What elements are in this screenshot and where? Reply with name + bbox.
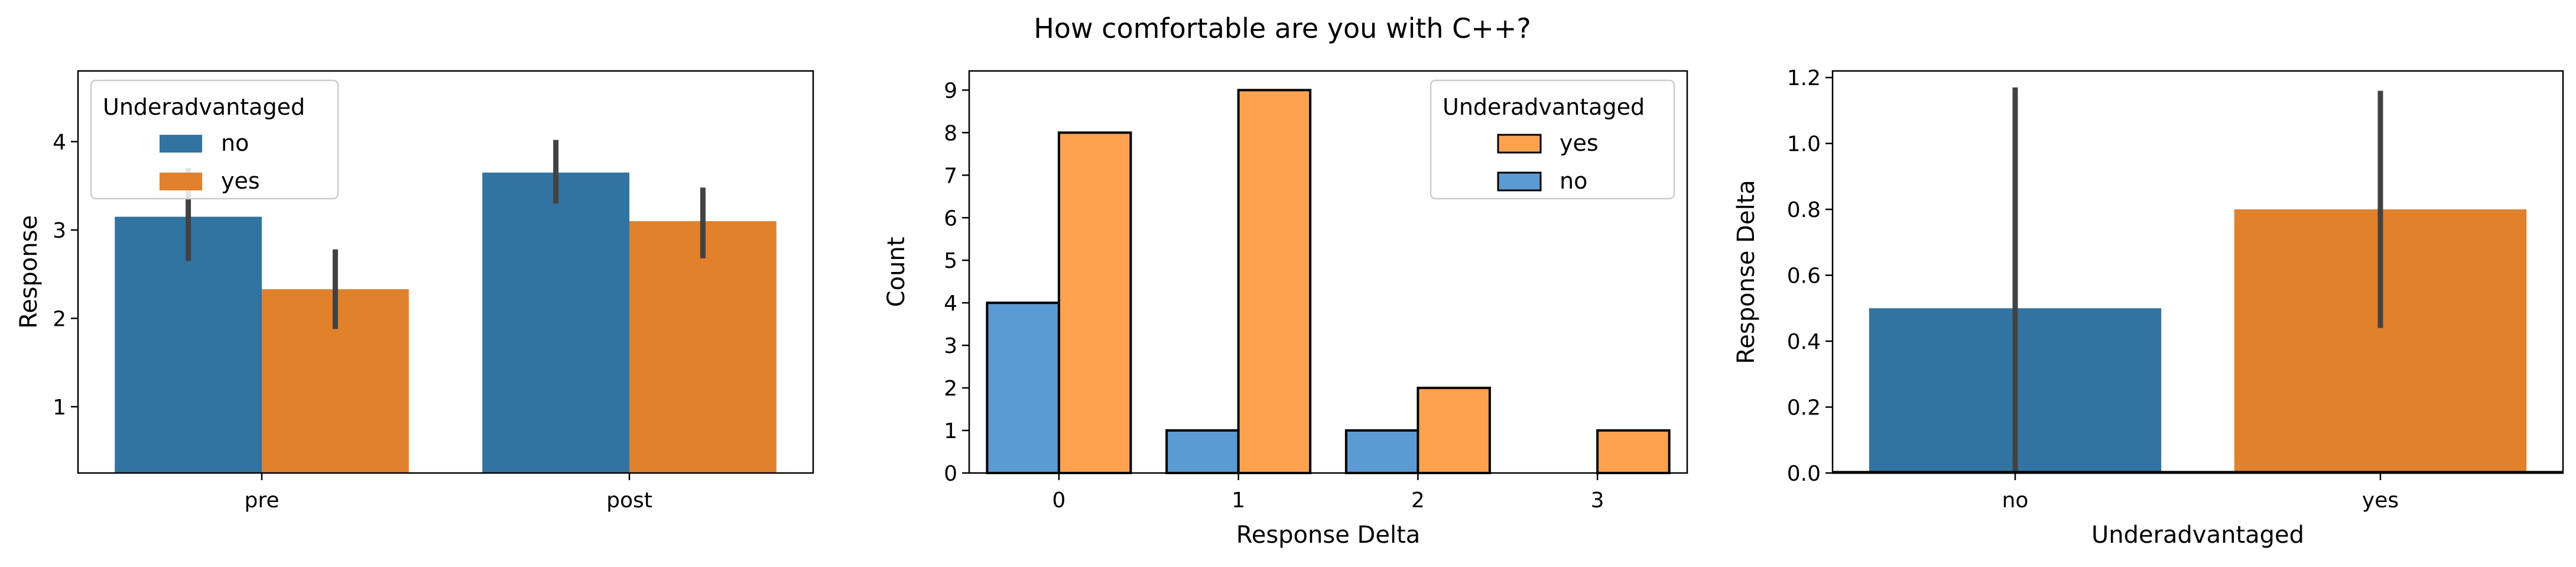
x-tick-label: yes [2362, 488, 2399, 513]
y-tick-label: 0.8 [1787, 198, 1821, 222]
y-tick-label: 2 [53, 307, 66, 331]
x-tick-label: 1 [1232, 488, 1245, 513]
bar-no-2 [1344, 429, 1419, 475]
y-axis-label: Response [15, 215, 43, 329]
x-tick-label: post [606, 488, 652, 513]
y-tick-label: 0.2 [1787, 396, 1821, 420]
y-tick-label: 0.0 [1787, 462, 1821, 486]
legend-entry: yes [1560, 130, 1599, 156]
y-tick-label: 1 [53, 396, 66, 420]
legend-entry: no [221, 130, 249, 156]
x-axis-label: Underadvantaged [2091, 521, 2304, 549]
y-tick-label: 7 [944, 164, 957, 188]
x-tick-label: no [2002, 488, 2029, 513]
y-axis-label: Response Delta [1733, 180, 1760, 364]
axes-frame [77, 70, 814, 474]
legend-swatch-yes [1497, 134, 1542, 154]
y-axis-label: Count [883, 237, 910, 307]
legend-swatch-yes [160, 173, 202, 190]
bar-no-post [482, 172, 629, 473]
x-axis-label: Response Delta [1236, 521, 1421, 549]
y-tick-label: 5 [944, 249, 957, 273]
bar-no-0 [986, 302, 1060, 474]
y-tick-label: 3 [53, 219, 66, 243]
y-tick-label: 1 [944, 419, 957, 443]
x-tick-label: 0 [1052, 488, 1066, 513]
y-tick-label: 4 [53, 131, 66, 155]
y-tick-label: 3 [944, 334, 957, 358]
y-tick-label: 6 [944, 206, 957, 231]
legend-entry: no [1560, 168, 1587, 194]
figure-title: How comfortable are you with C++? [1034, 12, 1531, 44]
chart-response-pre-post: pre post 1 2 3 4 Response Underadvantaged no yes [15, 70, 814, 513]
bar-yes-3 [1596, 429, 1671, 475]
y-tick-label: 0 [944, 462, 957, 486]
legend-swatch-no [160, 135, 202, 153]
legend-entry: yes [221, 168, 260, 194]
y-tick-label: 1.2 [1787, 66, 1821, 90]
y-tick-label: 9 [944, 79, 957, 103]
y-tick-label: 0.6 [1787, 264, 1821, 289]
x-tick-label: 3 [1591, 488, 1604, 513]
axes-frame [968, 70, 1688, 474]
bar-yes-2 [1417, 387, 1491, 474]
chart-response-delta-histogram: 0 1 2 3 0 1 2 3 4 5 6 7 8 9 Count Response Delta Underad… [883, 70, 1688, 549]
legend-swatch-no [1497, 171, 1542, 192]
y-tick-label: 1.0 [1787, 132, 1821, 157]
chart-mean-response-delta: no yes 0.0 0.2 0.4 0.6 0.8 1.0 1.2 Response Delta… [1733, 66, 2564, 549]
legend-title: Underadvantaged [103, 94, 305, 120]
y-tick-label: 8 [944, 121, 957, 145]
bar-yes-1 [1237, 89, 1312, 474]
x-tick-label: 2 [1411, 488, 1425, 513]
legend-box [90, 79, 339, 200]
y-tick-label: 2 [944, 377, 957, 401]
axes-frame [1831, 70, 2564, 474]
legend-box [1430, 79, 1675, 200]
y-tick-label: 0.4 [1787, 330, 1821, 354]
bar-no-1 [1165, 429, 1240, 475]
legend-title: Underadvantaged [1443, 94, 1645, 120]
y-tick-label: 4 [944, 291, 957, 316]
x-tick-label: pre [244, 488, 279, 513]
bar-yes-post [629, 221, 777, 473]
bar-yes-0 [1057, 131, 1132, 474]
